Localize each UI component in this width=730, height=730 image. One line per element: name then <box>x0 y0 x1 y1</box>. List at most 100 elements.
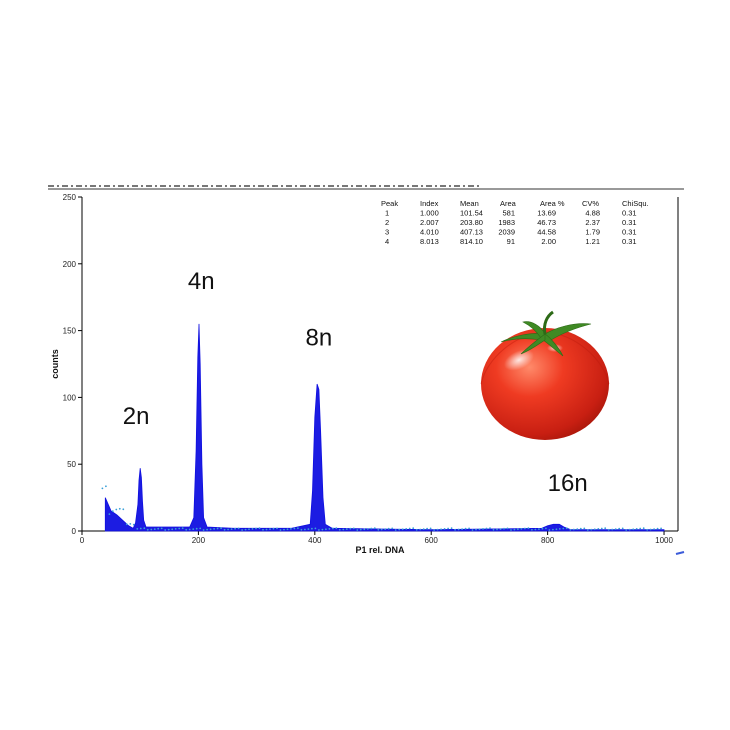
x-tick-label: 1000 <box>655 536 673 545</box>
noise-dot <box>101 487 104 490</box>
noise-dot <box>450 527 453 530</box>
stats-table-cell: 2039 <box>498 228 515 237</box>
noise-dot <box>370 527 373 530</box>
noise-dot <box>314 527 317 530</box>
noise-dot <box>251 528 254 530</box>
noise-dot <box>447 527 449 530</box>
noise-dot <box>220 527 223 530</box>
noise-dot <box>283 528 285 531</box>
noise-dot <box>555 528 558 531</box>
noise-dot <box>639 527 642 530</box>
stats-table-cell: 4 <box>385 237 389 246</box>
noise-dot <box>422 528 425 530</box>
noise-dot <box>181 527 184 530</box>
noise-dot <box>248 528 250 531</box>
noise-dot <box>139 527 142 530</box>
noise-dot <box>132 523 135 526</box>
noise-dot <box>579 527 582 530</box>
noise-dot <box>496 528 498 531</box>
noise-dot <box>318 529 320 531</box>
noise-dot <box>230 528 233 530</box>
stats-table-cell: 2.00 <box>541 237 556 246</box>
peak-label: 2n <box>123 403 150 430</box>
stats-table-cell: 203.80 <box>460 218 483 227</box>
stats-table-header: Peak <box>381 199 398 208</box>
noise-dot <box>167 528 170 531</box>
noise-dot <box>646 528 649 531</box>
stats-table-header: Area <box>500 199 517 208</box>
stats-table-cell: 1.000 <box>420 209 439 218</box>
x-tick-label: 800 <box>541 536 555 545</box>
noise-dot <box>391 527 394 530</box>
noise-dot <box>244 528 247 531</box>
noise-dot <box>345 528 348 530</box>
noise-dot <box>300 528 303 531</box>
noise-dot <box>262 528 264 531</box>
noise-dot <box>157 527 160 530</box>
noise-dot <box>125 523 128 526</box>
stats-table-cell: 4.010 <box>420 228 439 237</box>
noise-dot <box>468 527 470 530</box>
stats-table-cell: 814.10 <box>460 237 483 246</box>
stats-table-cell: 1.21 <box>585 237 600 246</box>
stats-table-header: ChiSqu. <box>622 199 649 208</box>
noise-dot <box>558 528 561 530</box>
noise-dot <box>586 529 589 531</box>
x-tick-label: 600 <box>425 536 439 545</box>
peak-stats-table: Peak Index Mean Area Area % CV% ChiSqu. 1 1.000 1… <box>381 199 649 246</box>
noise-dot <box>464 527 467 530</box>
stats-table-cell: 101.54 <box>460 209 483 218</box>
noise-dot <box>517 528 519 531</box>
noise-dot <box>373 527 376 530</box>
peak-label: 16n <box>548 470 588 497</box>
noise-dot <box>614 528 617 530</box>
noise-dot <box>419 528 422 531</box>
noise-dot <box>534 528 537 531</box>
noise-dot <box>118 507 121 510</box>
noise-dot <box>199 527 202 530</box>
noise-dot <box>216 527 219 530</box>
y-tick-label: 50 <box>67 460 76 469</box>
noise-dot <box>485 527 488 530</box>
stats-table-header: Index <box>420 199 439 208</box>
noise-dot <box>234 527 237 530</box>
y-tick-label: 0 <box>72 527 77 536</box>
histogram-series-area <box>104 323 665 532</box>
noise-dot <box>513 528 516 531</box>
noise-dot <box>269 528 271 530</box>
x-tick-label: 0 <box>80 536 85 545</box>
y-axis-title: counts <box>50 349 60 379</box>
noise-dot <box>366 528 369 530</box>
noise-dot <box>475 528 477 531</box>
stats-table-cell: 46.73 <box>537 218 556 227</box>
noise-dot <box>569 528 572 531</box>
noise-dot <box>227 528 230 531</box>
noise-dot <box>524 527 526 530</box>
stats-table-cell: 8.013 <box>420 237 439 246</box>
y-axis-ticks: 0 50 100 150 200 250 <box>63 193 82 536</box>
noise-dot <box>443 528 446 530</box>
noise-dot <box>108 513 111 515</box>
noise-dot <box>115 508 118 511</box>
noise-dot <box>398 528 401 531</box>
noise-dot <box>454 528 456 531</box>
stats-table-header: Mean <box>460 199 479 208</box>
noise-dot <box>545 527 547 530</box>
noise-dot <box>297 527 299 530</box>
noise-dot <box>188 528 191 531</box>
noise-dot <box>202 529 205 531</box>
noise-dot <box>342 528 345 531</box>
noise-dot <box>105 485 107 488</box>
y-tick-label: 250 <box>63 193 77 202</box>
noise-dot <box>572 528 575 531</box>
noise-dot <box>363 528 366 531</box>
stats-table-cell: 0.31 <box>622 209 637 218</box>
x-axis-title: P1 rel. DNA <box>355 545 405 555</box>
stats-table-cell: 581 <box>502 209 515 218</box>
noise-dot <box>223 528 226 531</box>
noise-dot <box>600 527 603 530</box>
noise-dot <box>359 528 362 531</box>
noise-dot <box>461 528 463 530</box>
noise-dot <box>628 528 631 531</box>
